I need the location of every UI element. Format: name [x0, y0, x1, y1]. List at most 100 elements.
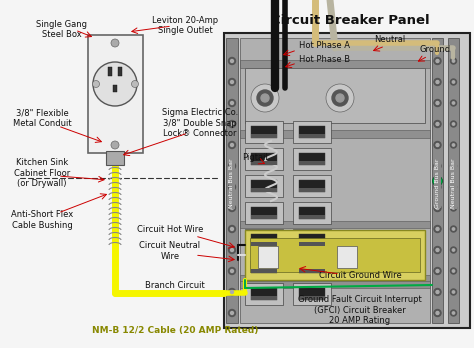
Circle shape: [436, 228, 439, 230]
Circle shape: [452, 270, 455, 272]
Circle shape: [450, 163, 456, 169]
Circle shape: [434, 246, 441, 253]
FancyBboxPatch shape: [293, 202, 331, 224]
Text: Branch Circuit: Branch Circuit: [145, 282, 205, 291]
Circle shape: [257, 90, 273, 106]
Circle shape: [228, 309, 236, 316]
Circle shape: [436, 165, 439, 167]
Circle shape: [436, 291, 439, 293]
Circle shape: [228, 100, 236, 106]
Circle shape: [436, 269, 439, 272]
Text: Single Gang
Steel Box: Single Gang Steel Box: [36, 20, 88, 39]
FancyBboxPatch shape: [240, 60, 430, 68]
Circle shape: [450, 289, 456, 295]
Circle shape: [452, 165, 455, 167]
Circle shape: [230, 206, 234, 209]
FancyBboxPatch shape: [293, 148, 331, 170]
Circle shape: [450, 205, 456, 211]
FancyBboxPatch shape: [299, 188, 325, 192]
FancyBboxPatch shape: [251, 153, 277, 165]
Circle shape: [434, 57, 441, 64]
Circle shape: [228, 57, 236, 64]
FancyBboxPatch shape: [299, 242, 325, 246]
Circle shape: [326, 84, 354, 112]
Circle shape: [332, 90, 348, 106]
FancyBboxPatch shape: [251, 288, 277, 300]
Circle shape: [452, 123, 455, 125]
FancyBboxPatch shape: [448, 38, 459, 323]
FancyBboxPatch shape: [251, 180, 277, 192]
Circle shape: [436, 311, 439, 315]
Text: Neutral: Neutral: [374, 35, 406, 45]
Text: Kitchen Sink
Cabinet Floor
(or Drywall): Kitchen Sink Cabinet Floor (or Drywall): [14, 158, 70, 188]
Circle shape: [228, 268, 236, 275]
Circle shape: [452, 291, 455, 293]
Circle shape: [228, 79, 236, 86]
FancyBboxPatch shape: [293, 229, 331, 251]
FancyBboxPatch shape: [113, 85, 117, 92]
Circle shape: [434, 142, 441, 149]
Text: Circuit Hot Wire: Circuit Hot Wire: [137, 226, 203, 235]
Text: Sigma Electric Co.
3/8" Double Snap
Lock® Connector: Sigma Electric Co. 3/8" Double Snap Lock…: [162, 108, 238, 138]
Text: Ground: Ground: [419, 46, 451, 55]
FancyBboxPatch shape: [108, 67, 112, 76]
Circle shape: [230, 228, 234, 230]
Circle shape: [434, 226, 441, 232]
Circle shape: [452, 312, 455, 314]
FancyBboxPatch shape: [299, 126, 325, 138]
FancyBboxPatch shape: [245, 68, 425, 123]
Text: 3/8" Flexible
Metal Conduit: 3/8" Flexible Metal Conduit: [13, 108, 71, 128]
Text: Circuit Neutral
Wire: Circuit Neutral Wire: [139, 241, 201, 261]
Text: Circuit Breaker Panel: Circuit Breaker Panel: [271, 14, 429, 27]
FancyBboxPatch shape: [299, 134, 325, 138]
Circle shape: [261, 94, 269, 102]
FancyBboxPatch shape: [251, 234, 277, 246]
Circle shape: [434, 100, 441, 106]
Circle shape: [450, 184, 456, 190]
Circle shape: [230, 102, 234, 104]
FancyBboxPatch shape: [251, 242, 277, 246]
FancyBboxPatch shape: [299, 261, 325, 273]
Circle shape: [436, 185, 439, 189]
Circle shape: [450, 121, 456, 127]
Circle shape: [230, 248, 234, 252]
Text: Leviton 20-Amp
Single Outlet: Leviton 20-Amp Single Outlet: [152, 16, 218, 35]
Circle shape: [436, 122, 439, 126]
FancyBboxPatch shape: [293, 121, 331, 143]
FancyBboxPatch shape: [226, 38, 238, 323]
FancyBboxPatch shape: [240, 130, 430, 138]
Circle shape: [230, 291, 234, 293]
FancyBboxPatch shape: [245, 148, 283, 170]
Text: NM-B 12/2 Cable (20 AMP Rated): NM-B 12/2 Cable (20 AMP Rated): [92, 325, 258, 334]
Circle shape: [230, 60, 234, 63]
Circle shape: [436, 143, 439, 147]
FancyBboxPatch shape: [245, 230, 425, 280]
Circle shape: [450, 100, 456, 106]
Circle shape: [450, 58, 456, 64]
FancyBboxPatch shape: [293, 283, 331, 305]
Circle shape: [436, 80, 439, 84]
Text: Neutral Bus Bar: Neutral Bus Bar: [229, 158, 235, 208]
FancyBboxPatch shape: [293, 175, 331, 197]
Circle shape: [228, 142, 236, 149]
Circle shape: [336, 94, 344, 102]
FancyBboxPatch shape: [251, 215, 277, 219]
Text: Ground Fault Circuit Interrupt
(GFCI) Circuit Breaker
20 AMP Rating: Ground Fault Circuit Interrupt (GFCI) Ci…: [298, 295, 422, 325]
FancyBboxPatch shape: [293, 256, 331, 278]
Circle shape: [434, 288, 441, 295]
Circle shape: [434, 268, 441, 275]
FancyBboxPatch shape: [299, 288, 325, 300]
Circle shape: [111, 39, 119, 47]
Circle shape: [230, 269, 234, 272]
Circle shape: [230, 185, 234, 189]
Circle shape: [93, 62, 137, 106]
Circle shape: [92, 80, 100, 87]
Text: Anti-Short Flex
Cable Bushing: Anti-Short Flex Cable Bushing: [11, 210, 73, 230]
Text: Hot Phase B: Hot Phase B: [299, 55, 350, 63]
Circle shape: [452, 186, 455, 188]
Circle shape: [452, 249, 455, 251]
Circle shape: [450, 247, 456, 253]
FancyBboxPatch shape: [251, 134, 277, 138]
FancyBboxPatch shape: [299, 207, 325, 219]
Circle shape: [230, 80, 234, 84]
